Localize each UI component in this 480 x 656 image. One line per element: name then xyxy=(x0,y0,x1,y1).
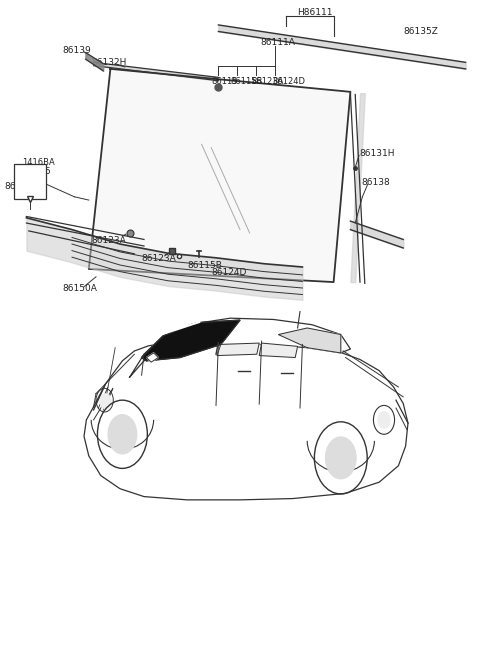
Text: 86156: 86156 xyxy=(5,182,34,192)
Polygon shape xyxy=(217,343,259,356)
Text: 86111A: 86111A xyxy=(260,38,295,47)
Polygon shape xyxy=(89,69,350,282)
Text: 86155: 86155 xyxy=(22,167,51,176)
Circle shape xyxy=(378,411,390,428)
Polygon shape xyxy=(146,353,158,362)
Circle shape xyxy=(108,415,137,454)
Text: 86123A: 86123A xyxy=(251,77,283,86)
Text: 86132H: 86132H xyxy=(91,58,127,67)
Polygon shape xyxy=(142,320,240,361)
Text: 86115B: 86115B xyxy=(187,261,222,270)
Text: 86123A: 86123A xyxy=(142,254,176,263)
Circle shape xyxy=(325,437,356,479)
Text: H86111: H86111 xyxy=(297,8,332,17)
Text: 86124D: 86124D xyxy=(272,77,305,86)
Text: 86124D: 86124D xyxy=(212,268,247,277)
Text: 86115: 86115 xyxy=(211,77,238,86)
Text: 86139: 86139 xyxy=(62,46,91,55)
Polygon shape xyxy=(84,340,408,500)
Text: 86123A: 86123A xyxy=(91,236,126,245)
FancyBboxPatch shape xyxy=(14,164,46,199)
Text: 86138: 86138 xyxy=(361,178,390,187)
Text: 1416BA: 1416BA xyxy=(22,157,55,167)
Text: 86150A: 86150A xyxy=(62,284,97,293)
Polygon shape xyxy=(130,318,350,377)
Circle shape xyxy=(100,394,111,409)
Polygon shape xyxy=(259,343,298,358)
Text: 86115B: 86115B xyxy=(230,77,262,86)
Text: 86135Z: 86135Z xyxy=(403,27,438,36)
Polygon shape xyxy=(278,328,341,353)
Text: 86131H: 86131H xyxy=(359,149,395,158)
